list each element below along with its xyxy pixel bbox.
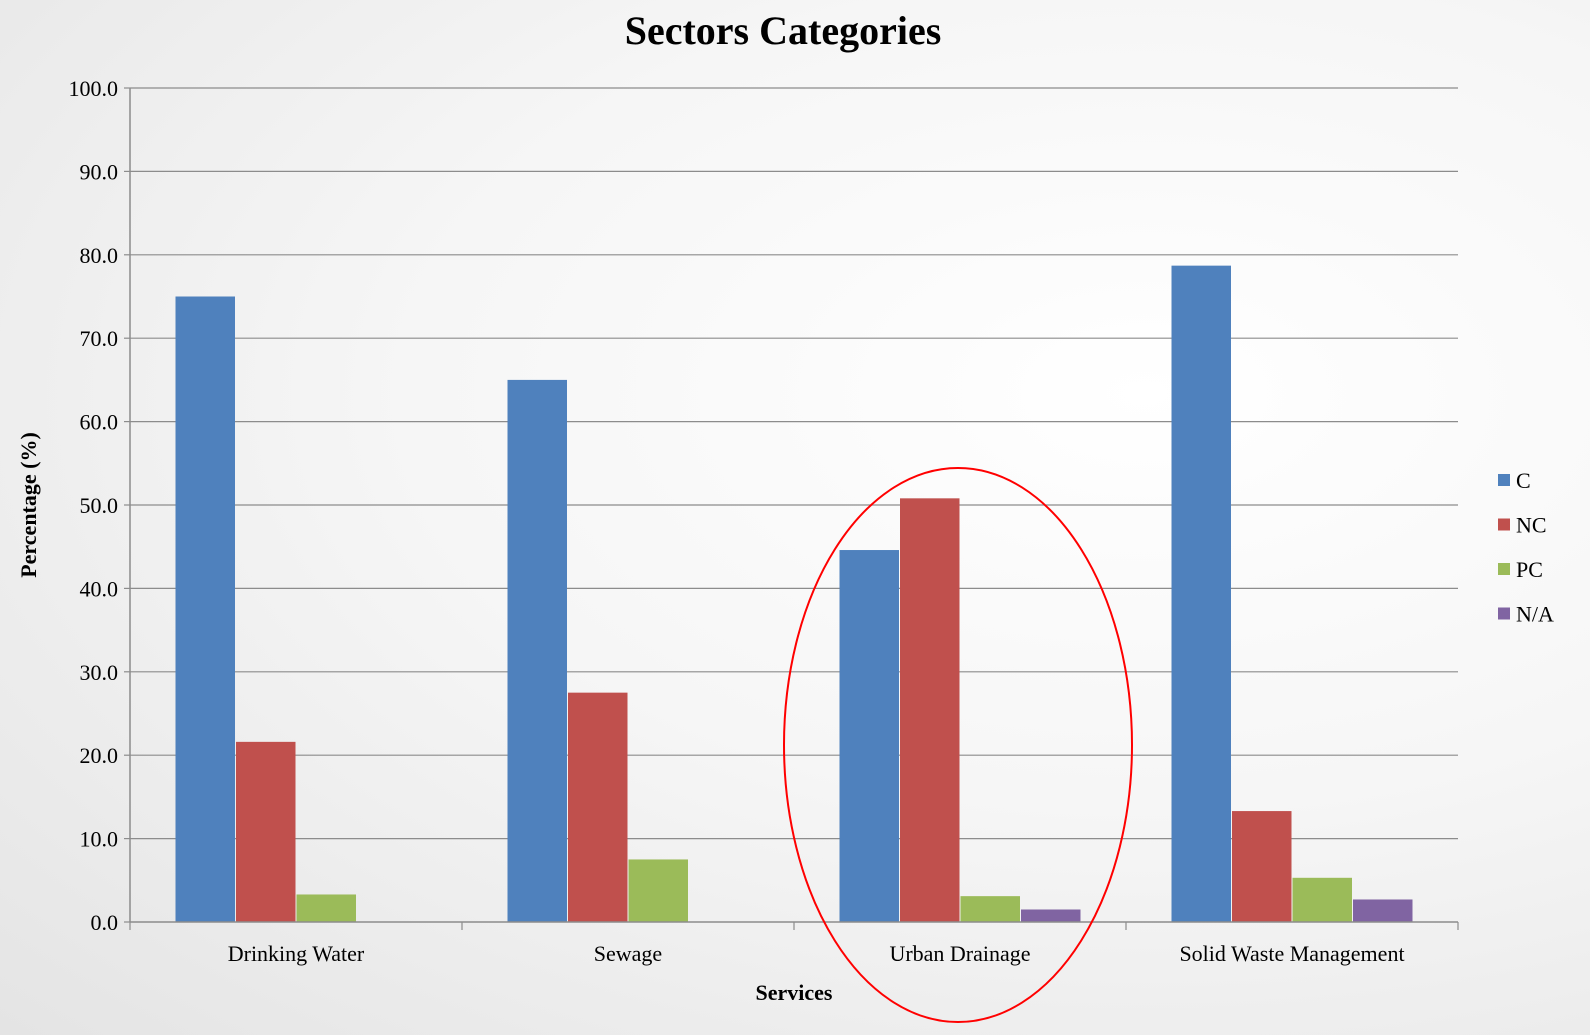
annotations — [783, 467, 1133, 1023]
x-tick-labels: Drinking Water Sewage Urban Drainage Solid … — [228, 941, 1405, 966]
bar — [900, 498, 960, 922]
y-tick-label: 10.0 — [80, 827, 119, 852]
y-tick-label: 20.0 — [80, 743, 119, 768]
bar — [839, 550, 899, 922]
highlight-ellipse — [783, 467, 1133, 1023]
y-tick-label: 40.0 — [80, 576, 119, 601]
bar — [175, 296, 235, 922]
chart-title: Sectors Categories — [625, 8, 942, 53]
y-axis-title: Percentage (%) — [16, 432, 41, 578]
y-tick-label: 70.0 — [80, 326, 119, 351]
x-tick-label: Sewage — [594, 941, 662, 966]
bar — [1292, 877, 1352, 922]
legend-swatch — [1498, 518, 1510, 531]
y-tick-label: 90.0 — [80, 159, 119, 184]
bar — [1171, 265, 1231, 923]
y-tick-label: 0.0 — [91, 910, 119, 935]
x-tick-label: Solid Waste Management — [1179, 941, 1404, 966]
bars-group — [175, 265, 1413, 923]
legend-label: N/A — [1516, 602, 1554, 627]
bar — [296, 894, 356, 922]
y-tick-labels: 0.0 10.0 20.0 30.0 40.0 50.0 60.0 70.0 80.0 90.0 1… — [69, 76, 119, 935]
legend: C NC PC N/A — [1498, 468, 1554, 627]
y-tick-label: 100.0 — [69, 76, 119, 101]
y-tick-label: 50.0 — [80, 493, 119, 518]
legend-label: PC — [1516, 557, 1543, 582]
x-axis-title: Services — [756, 980, 833, 1005]
bar — [568, 692, 628, 922]
bar — [1232, 811, 1292, 922]
y-tick-label: 30.0 — [80, 660, 119, 685]
legend-label: NC — [1516, 513, 1547, 538]
x-tick-label: Drinking Water — [228, 941, 365, 966]
x-tick-label: Urban Drainage — [889, 941, 1030, 966]
y-tick-label: 60.0 — [80, 410, 119, 435]
bar — [236, 741, 296, 922]
legend-swatch — [1498, 563, 1510, 575]
legend-label: C — [1516, 468, 1531, 493]
bar — [628, 859, 688, 922]
bar — [1353, 899, 1413, 922]
bar — [507, 379, 567, 922]
bar — [1021, 909, 1081, 922]
legend-swatch — [1498, 607, 1510, 620]
gridlines — [124, 87, 1458, 923]
axes — [129, 88, 1459, 930]
bar — [960, 896, 1020, 922]
legend-swatch — [1498, 474, 1510, 486]
y-tick-label: 80.0 — [80, 243, 119, 268]
